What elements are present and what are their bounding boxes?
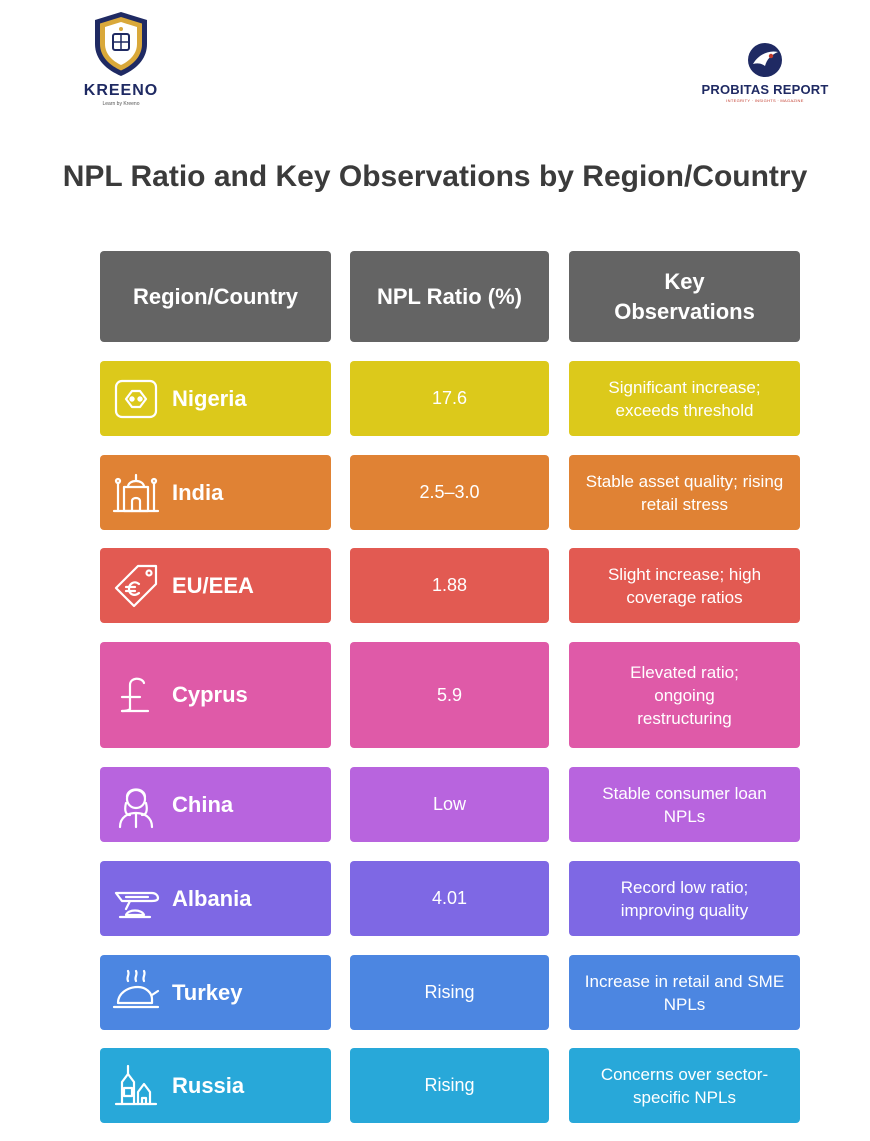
row-cyprus-country-cell: Cyprus <box>100 642 331 748</box>
pound-sign-icon <box>120 677 150 713</box>
row-nigeria-npl-ratio: 17.6 <box>350 361 549 436</box>
header-npl-ratio: NPL Ratio (%) <box>350 251 549 342</box>
row-russia-npl-ratio: Rising <box>350 1048 549 1123</box>
woman-portrait-icon <box>118 787 154 828</box>
row-turkey-observation: Increase in retail and SME NPLs <box>569 955 800 1030</box>
row-russia-observation: Concerns over sector-specific NPLs <box>569 1048 800 1123</box>
row-cyprus-npl-ratio: 5.9 <box>350 642 549 748</box>
kremlin-icon <box>114 1064 158 1105</box>
row-eu-eea-country-cell: EU/EEA <box>100 548 331 623</box>
country-label: Albania <box>172 885 252 911</box>
country-label: China <box>172 791 234 817</box>
kreeno-tagline: Learn by Kreeno <box>102 101 140 107</box>
row-albania-observation: Record low ratio; improving quality <box>569 861 800 936</box>
country-label: India <box>172 479 224 505</box>
row-turkey-npl-ratio: Rising <box>350 955 549 1030</box>
row-china-npl-ratio: Low <box>350 767 549 842</box>
taj-mahal-icon <box>112 473 160 512</box>
shield-crest-icon <box>95 12 147 76</box>
row-albania-country-cell: Albania <box>100 861 331 936</box>
header-region-country: Region/Country <box>100 251 331 342</box>
row-cyprus-observation: Elevated ratio; ongoing restructuring <box>569 642 800 748</box>
probitas-logo: PROBITAS REPORT INTEGRITY · INSIGHTS · M… <box>690 40 840 103</box>
eagle-globe-icon <box>748 43 782 77</box>
roast-turkey-icon <box>112 969 160 1008</box>
row-china-country-cell: China <box>100 767 331 842</box>
header-key-observations: Key Observations <box>569 251 800 342</box>
row-india-npl-ratio: 2.5–3.0 <box>350 455 549 530</box>
row-eu-eea-observation: Slight increase; high coverage ratios <box>569 548 800 623</box>
row-nigeria-country-cell: Nigeria <box>100 361 331 436</box>
country-label: Turkey <box>172 979 243 1005</box>
row-russia-country-cell: Russia <box>100 1048 331 1123</box>
row-india-country-cell: India <box>100 455 331 530</box>
country-label: EU/EEA <box>172 572 254 598</box>
page-title: NPL Ratio and Key Observations by Region… <box>62 160 808 193</box>
row-china-observation: Stable consumer loan NPLs <box>569 767 800 842</box>
row-turkey-country-cell: Turkey <box>100 955 331 1030</box>
row-nigeria-observation: Significant increase; exceeds threshold <box>569 361 800 436</box>
country-label: Cyprus <box>172 682 248 707</box>
probitas-brand-name: PROBITAS REPORT <box>701 82 829 97</box>
row-india-observation: Stable asset quality; rising retail stre… <box>569 455 800 530</box>
row-eu-eea-npl-ratio: 1.88 <box>350 548 549 623</box>
country-label: Nigeria <box>172 385 247 411</box>
kreeno-logo: KREENO Learn by Kreeno <box>76 10 166 107</box>
airplane-icon <box>114 891 160 918</box>
probitas-tagline: INTEGRITY · INSIGHTS · MAGAZINE <box>726 98 804 103</box>
row-albania-npl-ratio: 4.01 <box>350 861 549 936</box>
power-socket-icon <box>114 379 158 418</box>
kreeno-brand-name: KREENO <box>83 82 159 99</box>
euro-tag-icon <box>114 564 158 607</box>
country-label: Russia <box>172 1072 245 1098</box>
